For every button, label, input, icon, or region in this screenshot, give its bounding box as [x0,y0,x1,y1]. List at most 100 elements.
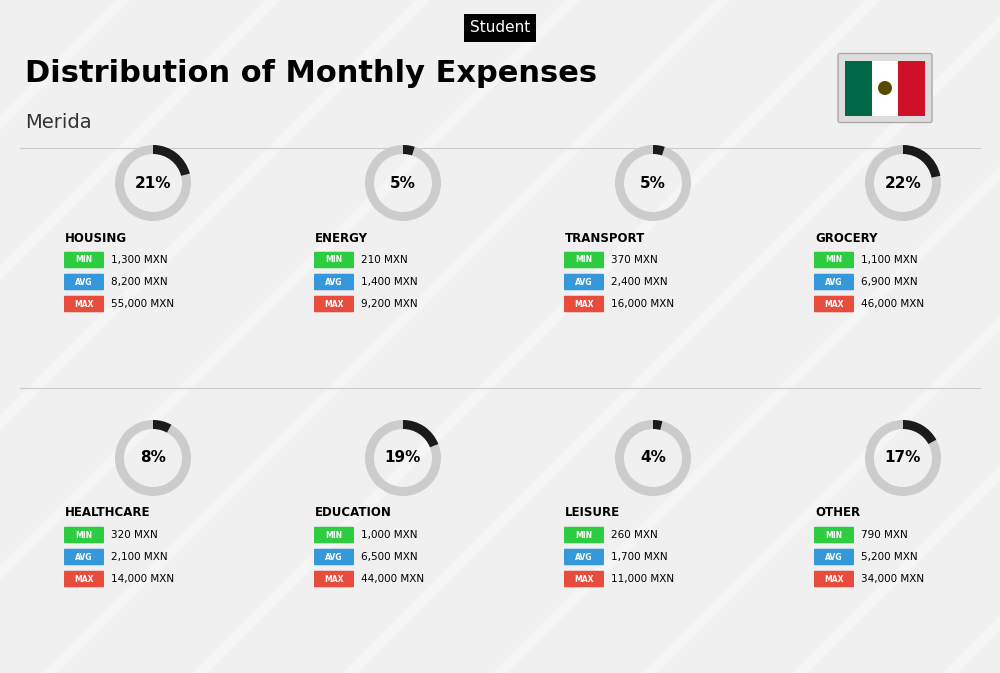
Text: 16,000 MXN: 16,000 MXN [611,299,674,309]
Text: 6,900 MXN: 6,900 MXN [861,277,918,287]
Bar [898,61,925,116]
Text: 21%: 21% [135,176,171,190]
Text: AVG: AVG [75,277,93,287]
Text: MAX: MAX [74,299,94,308]
FancyBboxPatch shape [314,527,354,543]
Text: MAX: MAX [824,299,844,308]
Wedge shape [365,420,441,496]
Text: MAX: MAX [574,575,594,583]
Wedge shape [153,145,190,176]
Text: 320 MXN: 320 MXN [111,530,158,540]
Text: 4%: 4% [640,450,666,466]
Text: MIN: MIN [75,256,93,264]
Text: MIN: MIN [325,530,343,540]
Text: 370 MXN: 370 MXN [611,255,658,265]
FancyBboxPatch shape [814,548,854,565]
Text: LEISURE: LEISURE [565,507,620,520]
Text: 8%: 8% [140,450,166,466]
Text: 19%: 19% [385,450,421,466]
Text: Distribution of Monthly Expenses: Distribution of Monthly Expenses [25,59,597,87]
Text: 5%: 5% [390,176,416,190]
Text: 44,000 MXN: 44,000 MXN [361,574,424,584]
Text: AVG: AVG [325,553,343,561]
Text: 2,400 MXN: 2,400 MXN [611,277,668,287]
Wedge shape [903,145,940,178]
Text: 46,000 MXN: 46,000 MXN [861,299,924,309]
Bar [872,61,898,116]
Text: MAX: MAX [574,299,594,308]
Text: HEALTHCARE: HEALTHCARE [65,507,150,520]
Text: AVG: AVG [75,553,93,561]
FancyBboxPatch shape [64,252,104,269]
FancyBboxPatch shape [814,295,854,312]
Text: GROCERY: GROCERY [815,232,878,244]
Text: EDUCATION: EDUCATION [315,507,392,520]
Wedge shape [865,145,941,221]
Wedge shape [115,420,191,496]
Text: 1,700 MXN: 1,700 MXN [611,552,668,562]
FancyBboxPatch shape [564,274,604,290]
Text: 1,100 MXN: 1,100 MXN [861,255,918,265]
Text: MAX: MAX [824,575,844,583]
Text: OTHER: OTHER [815,507,860,520]
FancyBboxPatch shape [314,571,354,588]
Text: 5,200 MXN: 5,200 MXN [861,552,918,562]
Text: 210 MXN: 210 MXN [361,255,408,265]
FancyBboxPatch shape [314,548,354,565]
FancyBboxPatch shape [564,571,604,588]
Text: AVG: AVG [575,553,593,561]
Text: AVG: AVG [825,553,843,561]
Text: 1,000 MXN: 1,000 MXN [361,530,418,540]
FancyBboxPatch shape [564,252,604,269]
FancyBboxPatch shape [838,53,932,122]
Text: Student: Student [470,20,530,36]
Bar [845,61,872,116]
FancyBboxPatch shape [64,274,104,290]
Text: AVG: AVG [325,277,343,287]
Wedge shape [615,420,691,496]
Text: 1,400 MXN: 1,400 MXN [361,277,418,287]
Wedge shape [153,420,171,433]
Text: MAX: MAX [324,575,344,583]
Wedge shape [403,145,415,155]
Text: 55,000 MXN: 55,000 MXN [111,299,174,309]
Circle shape [878,81,892,95]
Wedge shape [865,420,941,496]
Text: MIN: MIN [75,530,93,540]
Text: 2,100 MXN: 2,100 MXN [111,552,168,562]
FancyBboxPatch shape [564,527,604,543]
Text: 34,000 MXN: 34,000 MXN [861,574,924,584]
Wedge shape [653,420,662,430]
Text: AVG: AVG [575,277,593,287]
FancyBboxPatch shape [64,295,104,312]
Text: Merida: Merida [25,114,92,133]
Text: 22%: 22% [885,176,921,190]
Text: ENERGY: ENERGY [315,232,368,244]
FancyBboxPatch shape [814,252,854,269]
Text: MAX: MAX [74,575,94,583]
Text: 6,500 MXN: 6,500 MXN [361,552,418,562]
FancyBboxPatch shape [814,274,854,290]
Text: TRANSPORT: TRANSPORT [565,232,645,244]
Text: 1,300 MXN: 1,300 MXN [111,255,168,265]
Text: 14,000 MXN: 14,000 MXN [111,574,174,584]
FancyBboxPatch shape [64,548,104,565]
FancyBboxPatch shape [314,295,354,312]
Text: AVG: AVG [825,277,843,287]
Wedge shape [903,420,936,444]
Wedge shape [653,145,665,155]
Text: 790 MXN: 790 MXN [861,530,908,540]
Text: MIN: MIN [825,530,843,540]
Text: HOUSING: HOUSING [65,232,127,244]
Text: 260 MXN: 260 MXN [611,530,658,540]
Text: MIN: MIN [575,256,593,264]
Wedge shape [403,420,438,448]
Text: MAX: MAX [324,299,344,308]
Text: 8,200 MXN: 8,200 MXN [111,277,168,287]
Wedge shape [115,145,191,221]
Text: 9,200 MXN: 9,200 MXN [361,299,418,309]
Text: MIN: MIN [825,256,843,264]
FancyBboxPatch shape [64,527,104,543]
Text: 17%: 17% [885,450,921,466]
Text: 5%: 5% [640,176,666,190]
